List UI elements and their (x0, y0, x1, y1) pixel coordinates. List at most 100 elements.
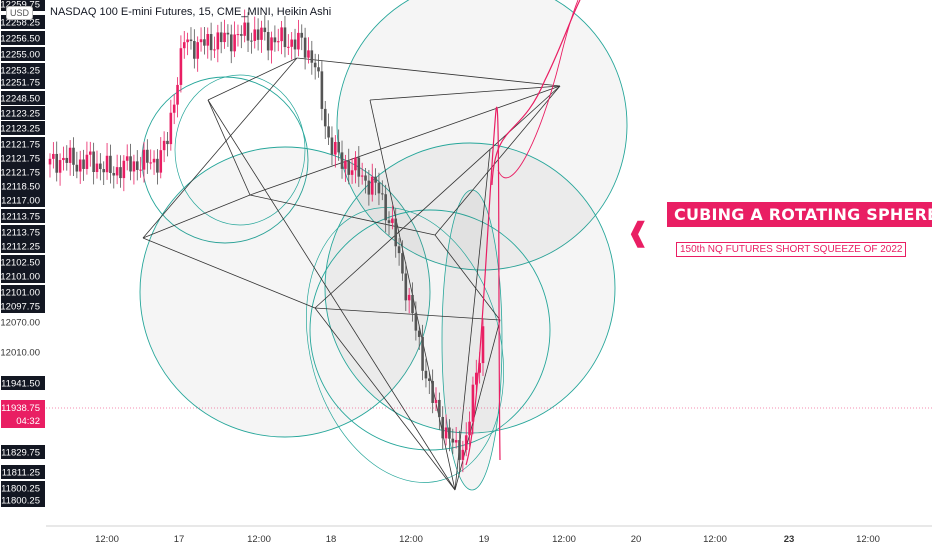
time-tick-label: 12:00 (856, 534, 880, 545)
candle-body (78, 159, 82, 172)
price-label-bg (1, 106, 45, 120)
price-tick-label: 11811.25 (2, 468, 40, 479)
geometry-line (296, 57, 561, 87)
candle-body (52, 153, 55, 159)
candle-body (236, 34, 240, 36)
candle-body (266, 32, 270, 51)
price-tick-label: 11829.75 (1, 448, 40, 459)
geometry-ellipse (441, 189, 503, 491)
geometry-line (454, 149, 491, 491)
time-tick-label: 12:00 (703, 534, 727, 545)
currency-badge[interactable]: USD (6, 6, 34, 20)
candle-body (350, 170, 354, 175)
candle-body (166, 140, 169, 145)
candle-body (431, 380, 434, 403)
candle-body (384, 194, 387, 221)
price-label-bg (1, 137, 45, 151)
geometry-line (314, 307, 456, 491)
price-label-bg (1, 47, 45, 61)
time-tick-label: 12:00 (247, 534, 271, 545)
candle-body (471, 384, 475, 422)
candle-body (142, 149, 146, 170)
candle-body (317, 67, 320, 72)
candle-body (444, 427, 448, 439)
candle-body (276, 41, 280, 43)
price-tick-label: 12251.75 (0, 78, 40, 89)
candle-body (240, 34, 243, 36)
candle-body (213, 49, 216, 51)
price-label-bg (1, 165, 45, 179)
geometry-line (314, 307, 501, 321)
annotation-banner: CUBING A ROTATING SPHERE (667, 202, 932, 227)
candle-body (273, 37, 277, 43)
candle-body (344, 160, 347, 169)
price-label-bg (1, 465, 45, 479)
countdown-label: 04:32 (16, 416, 40, 427)
candle-body (438, 399, 441, 417)
time-tick-label: 20 (631, 534, 642, 545)
candle-body (189, 39, 193, 42)
candle-body (156, 158, 159, 173)
candle-body (303, 37, 307, 58)
price-tick-label: 12255.00 (0, 50, 40, 61)
price-label-bg (1, 179, 45, 193)
candle-body (85, 154, 89, 169)
price-label-bg (1, 31, 45, 45)
geometry-line (369, 85, 561, 101)
candle-body (323, 108, 327, 127)
price-tick-label: 12113.75 (1, 228, 40, 239)
time-tick-label: 19 (479, 534, 490, 545)
candle-body (149, 162, 152, 164)
candle-body (139, 169, 142, 171)
geometry-line (207, 57, 298, 101)
candle-body (159, 150, 163, 173)
price-tick-label: 12070.00 (0, 318, 40, 329)
candle-body (223, 32, 226, 43)
candle-body (347, 160, 351, 175)
price-tick-label: 12113.75 (1, 212, 40, 223)
candle-body (263, 27, 267, 33)
candle-body (250, 40, 253, 42)
geometry-line (207, 99, 456, 491)
candle-body (320, 71, 324, 109)
price-tick-label: 11800.25 (1, 496, 40, 507)
geometry-line (249, 85, 561, 196)
price-label-bg (1, 91, 45, 105)
annotation-subtitle: 150th NQ FUTURES SHORT SQUEEZE OF 2022 (676, 242, 907, 257)
candle-body (112, 172, 116, 176)
geometry-ellipse (174, 74, 306, 226)
price-label-bg (1, 285, 45, 299)
candle-body (434, 399, 438, 403)
price-label-bg (1, 121, 45, 135)
candle-body (458, 440, 461, 460)
price-tick-label: 11941.50 (1, 379, 40, 390)
geometry-circle (139, 146, 431, 438)
geometry-line (142, 194, 251, 239)
candle-body (193, 41, 196, 59)
geometry-line (434, 85, 561, 236)
candle-body (72, 147, 75, 165)
candle-body (381, 193, 384, 195)
candle-body (162, 140, 166, 151)
candle-body (209, 34, 213, 51)
time-tick-label: 12:00 (95, 534, 119, 545)
candle-body (206, 34, 210, 46)
last-price-box (1, 400, 45, 428)
candle-body (397, 246, 401, 254)
price-tick-label: 12101.00 (0, 272, 40, 283)
candle-body (330, 137, 334, 155)
candle-body (115, 167, 119, 176)
candle-body (256, 29, 260, 40)
candle-body (401, 253, 404, 274)
price-tick-label: 12117.00 (1, 196, 40, 207)
candle-body (290, 39, 293, 47)
candle-body (246, 22, 250, 41)
candle-body (327, 126, 330, 138)
candle-body (474, 372, 478, 385)
candle-body (367, 180, 371, 195)
candle-body (370, 176, 374, 195)
candle-body (68, 147, 72, 163)
candle-body (226, 32, 230, 35)
